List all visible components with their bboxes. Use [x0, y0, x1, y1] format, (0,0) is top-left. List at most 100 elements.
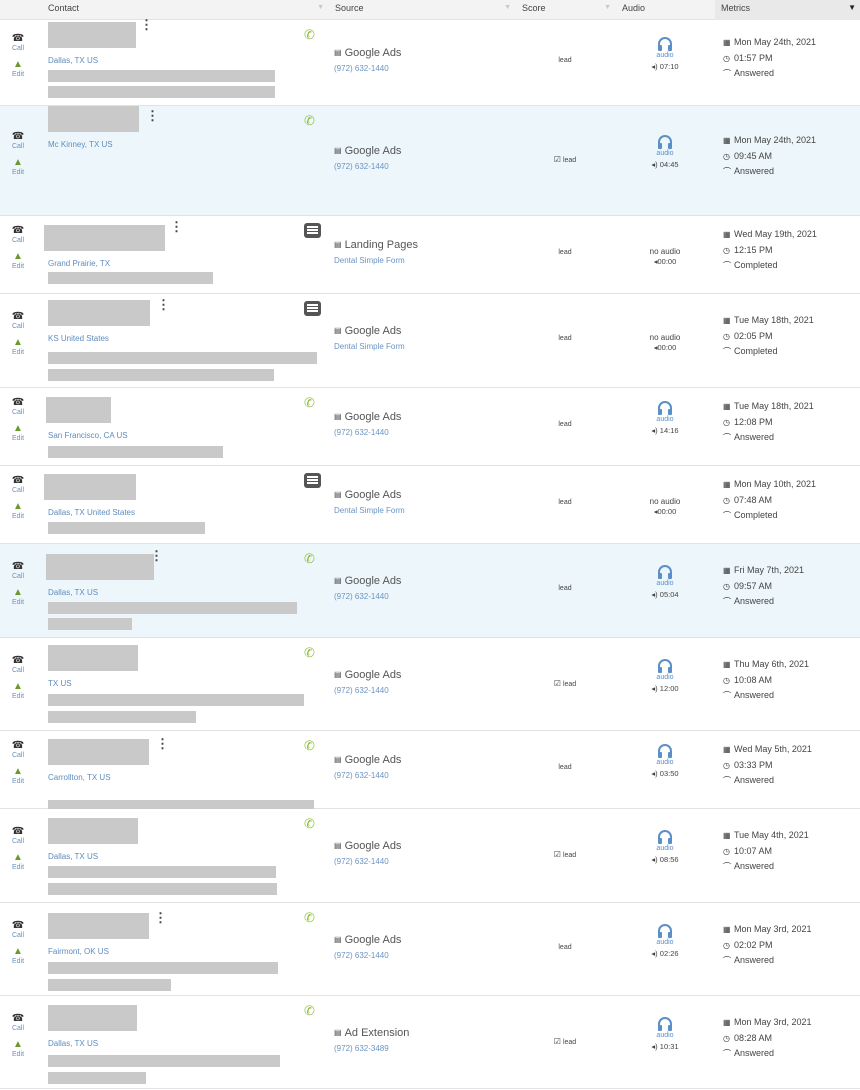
- more-options-icon[interactable]: ⋮: [150, 548, 163, 563]
- phone-icon[interactable]: ☎: [11, 311, 25, 322]
- headphones-icon[interactable]: [656, 135, 674, 149]
- table-row[interactable]: ☎ Call ▲ Edit TX US ✆ ▤ Google Ads (972) 632-144…: [0, 638, 860, 731]
- more-options-icon[interactable]: ⋮: [146, 108, 159, 123]
- phone-icon[interactable]: ☎: [11, 740, 25, 751]
- headphones-icon[interactable]: [656, 659, 674, 673]
- phone-icon[interactable]: ☎: [11, 131, 25, 142]
- headphones-icon[interactable]: [656, 1017, 674, 1031]
- checkbox-checked-icon[interactable]: ☑: [553, 155, 561, 164]
- call-link[interactable]: Call: [11, 45, 25, 52]
- edit-link[interactable]: Edit: [11, 263, 25, 270]
- source-detail-link[interactable]: (972) 632-1440: [334, 686, 389, 695]
- audio-link[interactable]: audio: [656, 845, 674, 852]
- checkbox-checked-icon[interactable]: ☑: [553, 1037, 561, 1046]
- phone-icon[interactable]: ☎: [11, 475, 25, 486]
- edit-link[interactable]: Edit: [11, 958, 25, 965]
- headphones-icon[interactable]: [656, 401, 674, 415]
- phone-icon[interactable]: ☎: [11, 655, 25, 666]
- call-link[interactable]: Call: [11, 409, 25, 416]
- headphones-icon[interactable]: [656, 830, 674, 844]
- table-row[interactable]: ☎ Call ▲ Edit Dallas, TX US ✆ ▤ Google Ads (972)…: [0, 809, 860, 903]
- user-icon[interactable]: ▲: [13, 852, 23, 863]
- table-row[interactable]: ☎ Call ▲ Edit ⋮ Dallas, TX US ✆ ▤ Google Ads (972…: [0, 17, 860, 106]
- table-row[interactable]: ☎ Call ▲ Edit ⋮ KS United States ▤ Google Ads De…: [0, 294, 860, 388]
- column-header-metrics[interactable]: Metrics ▼: [715, 0, 860, 20]
- edit-link[interactable]: Edit: [11, 71, 25, 78]
- source-detail-link[interactable]: Dental Simple Form: [334, 256, 405, 265]
- more-options-icon[interactable]: ⋮: [156, 736, 169, 751]
- table-row[interactable]: ☎ Call ▲ Edit Dallas, TX United States ▤ Googl…: [0, 466, 860, 544]
- table-row[interactable]: ☎ Call ▲ Edit ⋮ Mc Kinney, TX US ✆ ▤ Google Ads(…: [0, 106, 860, 294]
- user-icon[interactable]: ▲: [13, 59, 23, 70]
- phone-icon[interactable]: ☎: [11, 826, 25, 837]
- user-icon[interactable]: ▲: [13, 1039, 23, 1050]
- table-row[interactable]: ☎ Call ▲ Edit San Francisco, CA US ✆ ▤ Google A…: [0, 388, 860, 466]
- more-options-icon[interactable]: ⋮: [157, 297, 170, 312]
- call-link[interactable]: Call: [11, 1025, 25, 1032]
- user-icon[interactable]: ▲: [13, 681, 23, 692]
- source-detail-link[interactable]: (972) 632-1440: [334, 162, 389, 171]
- headphones-icon[interactable]: [656, 744, 674, 758]
- phone-icon[interactable]: ☎: [11, 1013, 25, 1024]
- more-options-icon[interactable]: ⋮: [140, 17, 153, 32]
- audio-link[interactable]: audio: [656, 150, 674, 157]
- checkbox-checked-icon[interactable]: ☑: [553, 850, 561, 859]
- user-icon[interactable]: ▲: [13, 157, 23, 168]
- phone-icon[interactable]: ☎: [11, 33, 25, 44]
- call-link[interactable]: Call: [11, 573, 25, 580]
- user-icon[interactable]: ▲: [13, 587, 23, 598]
- source-detail-link[interactable]: (972) 632-3489: [334, 1044, 389, 1053]
- call-link[interactable]: Call: [11, 237, 25, 244]
- audio-link[interactable]: audio: [656, 1032, 674, 1039]
- source-detail-link[interactable]: (972) 632-1440: [334, 951, 389, 960]
- source-detail-link[interactable]: (972) 632-1440: [334, 592, 389, 601]
- column-header-score[interactable]: Score ▼: [515, 0, 615, 20]
- call-link[interactable]: Call: [11, 143, 25, 150]
- table-row[interactable]: ☎ Call ▲ Edit ⋮ Grand Prairie, TX ▤ Landing Pag…: [0, 216, 860, 294]
- more-options-icon[interactable]: ⋮: [154, 910, 167, 925]
- edit-link[interactable]: Edit: [11, 513, 25, 520]
- edit-link[interactable]: Edit: [11, 778, 25, 785]
- audio-link[interactable]: audio: [656, 939, 674, 946]
- headphones-icon[interactable]: [656, 37, 674, 51]
- phone-icon[interactable]: ☎: [11, 397, 25, 408]
- edit-link[interactable]: Edit: [11, 864, 25, 871]
- call-link[interactable]: Call: [11, 487, 25, 494]
- source-detail-link[interactable]: Dental Simple Form: [334, 506, 405, 515]
- audio-link[interactable]: audio: [656, 580, 674, 587]
- headphones-icon[interactable]: [656, 924, 674, 938]
- user-icon[interactable]: ▲: [13, 766, 23, 777]
- column-header-contact[interactable]: Contact ▼: [0, 0, 328, 20]
- table-row[interactable]: ☎ Call ▲ Edit ⋮ Carrollton, TX US ✆ ▤ Google Ads…: [0, 731, 860, 812]
- user-icon[interactable]: ▲: [13, 501, 23, 512]
- source-detail-link[interactable]: Dental Simple Form: [334, 342, 405, 351]
- audio-link[interactable]: audio: [656, 674, 674, 681]
- call-link[interactable]: Call: [11, 323, 25, 330]
- edit-link[interactable]: Edit: [11, 435, 25, 442]
- table-row[interactable]: ☎ Call ▲ Edit ⋮ Dallas, TX US ✆ ▤ Google Ads (972…: [0, 544, 860, 638]
- column-header-source[interactable]: Source ▼: [328, 0, 515, 20]
- call-link[interactable]: Call: [11, 752, 25, 759]
- source-detail-link[interactable]: (972) 632-1440: [334, 428, 389, 437]
- edit-link[interactable]: Edit: [11, 169, 25, 176]
- user-icon[interactable]: ▲: [13, 423, 23, 434]
- user-icon[interactable]: ▲: [13, 946, 23, 957]
- user-icon[interactable]: ▲: [13, 251, 23, 262]
- user-icon[interactable]: ▲: [13, 337, 23, 348]
- edit-link[interactable]: Edit: [11, 693, 25, 700]
- edit-link[interactable]: Edit: [11, 349, 25, 356]
- phone-icon[interactable]: ☎: [11, 920, 25, 931]
- audio-link[interactable]: audio: [656, 416, 674, 423]
- source-detail-link[interactable]: (972) 632-1440: [334, 64, 389, 73]
- table-row[interactable]: ☎ Call ▲ Edit Dallas, TX US ✆ ▤ Ad Extension (97…: [0, 996, 860, 1089]
- call-link[interactable]: Call: [11, 838, 25, 845]
- headphones-icon[interactable]: [656, 565, 674, 579]
- column-header-audio[interactable]: Audio: [622, 3, 646, 13]
- phone-icon[interactable]: ☎: [11, 225, 25, 236]
- audio-link[interactable]: audio: [656, 52, 674, 59]
- call-link[interactable]: Call: [11, 667, 25, 674]
- more-options-icon[interactable]: ⋮: [170, 219, 183, 234]
- call-link[interactable]: Call: [11, 932, 25, 939]
- checkbox-checked-icon[interactable]: ☑: [553, 679, 561, 688]
- table-row[interactable]: ☎ Call ▲ Edit ⋮ Fairmont, OK US ✆ ▤ Google Ads (9…: [0, 903, 860, 996]
